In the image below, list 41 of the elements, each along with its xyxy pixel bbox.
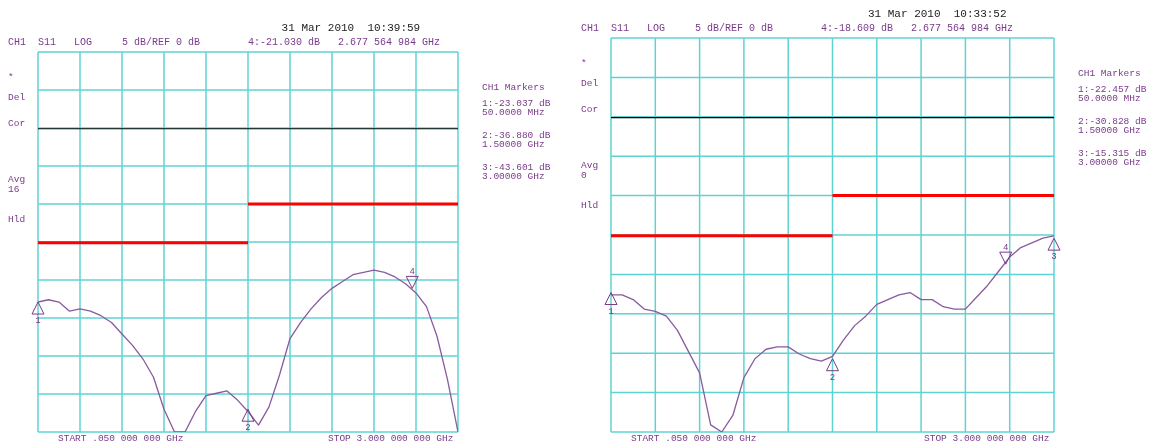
text: 50.0000 MHz [1078, 93, 1141, 104]
text: 1.50000 GHz [1078, 125, 1141, 136]
text: 0 [581, 170, 587, 181]
text: 3.00000 GHz [1078, 157, 1141, 168]
text: 1:-22.457 dB [1078, 84, 1147, 95]
text: 3:-43.601 dB [482, 162, 551, 173]
text: 3:-15.315 dB [1078, 148, 1147, 159]
text: Avg [8, 174, 26, 185]
text: START .050 000 000 GHz [631, 433, 757, 444]
text: 16 [8, 184, 20, 195]
text: * [8, 72, 14, 83]
chart-subtitle: CH1 S11 LOG 5 dB/REF 0 dB 4:-21.030 dB 2.677 564 984 GHz [8, 37, 441, 48]
text: 50.0000 MHz [482, 107, 545, 118]
text: Cor [8, 118, 26, 129]
text: 1:-23.037 dB [482, 98, 551, 109]
annotation: 4 [1003, 243, 1009, 254]
text: Hld [581, 200, 599, 211]
text: CH1 Markers [1078, 68, 1141, 79]
text: START .050 000 000 GHz [58, 433, 184, 444]
chart-title: 31 Mar 2010 10:39:59 [281, 22, 421, 34]
annotation: 2 [829, 372, 836, 383]
text: STOP 3.000 000 000 GHz [328, 433, 454, 444]
text: Del [8, 92, 26, 103]
chart-title: 31 Mar 2010 10:33:52 [867, 8, 1007, 20]
annotation: 1 [35, 316, 41, 327]
text: 2:-36.880 dB [482, 130, 551, 141]
annotation: 3 [1051, 252, 1057, 263]
text: STOP 3.000 000 000 GHz [924, 433, 1050, 444]
annotation: 4 [409, 267, 415, 278]
text: * [581, 58, 587, 69]
text: Hld [8, 214, 26, 225]
annotation: 2 [245, 423, 251, 434]
text: Cor [581, 104, 599, 115]
text: Del [581, 78, 599, 89]
annotation: 1 [608, 306, 614, 317]
chart-subtitle: CH1 S11 LOG 5 dB/REF 0 dB 4:-18.609 dB 2.677 564 984 GHz [581, 23, 1014, 34]
text: 3.00000 GHz [482, 171, 545, 182]
text: 1.50000 GHz [482, 139, 545, 150]
text: 2:-30.828 dB [1078, 116, 1147, 127]
text: Avg [581, 160, 599, 171]
text: CH1 Markers [482, 82, 545, 93]
